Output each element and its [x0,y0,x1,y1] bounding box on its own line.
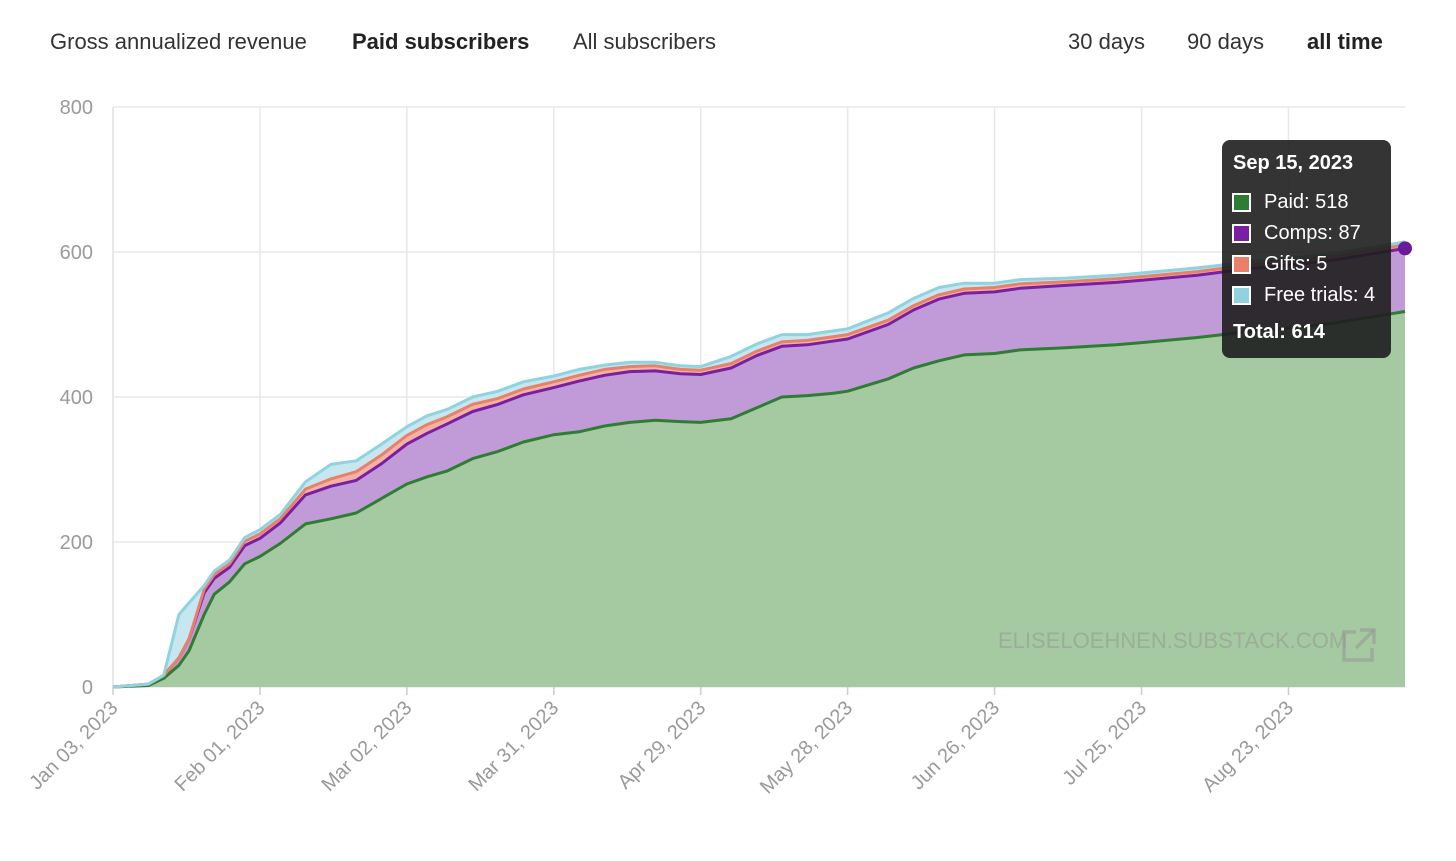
hover-point-comps [1398,241,1412,256]
tooltip-date: Sep 15, 2023 [1233,152,1354,174]
x-tick-label: Jul 25, 2023 [1058,697,1151,790]
x-axis-ticks: Jan 03, 2023 Feb 01, 2023 Mar 02, 2023 Mar … [25,697,1298,798]
tooltip-paid-label: Paid: 518 [1264,190,1349,213]
tooltip-row-gifts: Gifts: 5 [1232,251,1327,277]
x-tick-label: Apr 29, 2023 [614,697,711,794]
tooltip-row-free-trials: Free trials: 4 [1232,282,1375,308]
area-paid [113,311,1405,687]
x-tick-label: Jan 03, 2023 [25,697,122,794]
tooltip-free-trials-label: Free trials: 4 [1264,283,1376,306]
top-bar: Gross annualized revenue Paid subscriber… [0,0,1456,86]
line-gifts [112,243,1406,689]
comps-swatch [1232,223,1251,243]
hover-marker [1398,241,1412,256]
tab-all-subscribers[interactable]: All subscribers [573,29,717,54]
gifts-swatch [1232,254,1251,274]
y-tick-label: 600 [60,242,93,264]
y-tick-label: 200 [60,532,93,554]
watermark-text: ELISELOEHNEN.SUBSTACK.COM [998,628,1348,653]
tooltip-total: Total: 614 [1233,321,1325,343]
paid-swatch [1232,192,1251,212]
area-gifts [113,244,1405,688]
line-comps [112,246,1406,689]
chart-tooltip: Sep 15, 2023 Paid: 518 Comps: 87 Gifts: … [1222,140,1391,358]
range-90-days[interactable]: 90 days [1187,29,1265,54]
range-30-days[interactable]: 30 days [1068,29,1146,54]
tooltip-row-comps: Comps: 87 [1232,220,1361,246]
tooltip-row-paid: Paid: 518 [1232,189,1349,215]
y-axis-ticks: 0 200 400 600 800 [60,97,93,699]
x-tick-label: Mar 02, 2023 [318,697,417,796]
y-tick-label: 0 [82,677,93,699]
x-tick-label: Jun 26, 2023 [907,697,1004,794]
x-tick-label: Feb 01, 2023 [171,697,270,796]
range-all-time[interactable]: all time [1307,29,1383,54]
free-trials-swatch [1232,285,1251,305]
tab-paid-subscribers[interactable]: Paid subscribers [352,29,530,54]
external-link-icon[interactable] [1340,626,1378,669]
x-tick-label: Mar 31, 2023 [464,697,563,796]
line-free-trials [112,240,1406,689]
tooltip-gifts-label: Gifts: 5 [1264,252,1328,275]
x-tick-label: Aug 23, 2023 [1198,697,1298,797]
chart-areas [113,241,1405,688]
line-paid [112,310,1406,689]
y-tick-label: 400 [60,387,93,409]
chart-lines [112,240,1406,689]
tab-gross-annualized-revenue[interactable]: Gross annualized revenue [50,29,307,54]
y-tick-label: 800 [60,97,93,119]
tooltip-comps-label: Comps: 87 [1264,221,1361,244]
x-tick-label: May 28, 2023 [756,697,857,798]
